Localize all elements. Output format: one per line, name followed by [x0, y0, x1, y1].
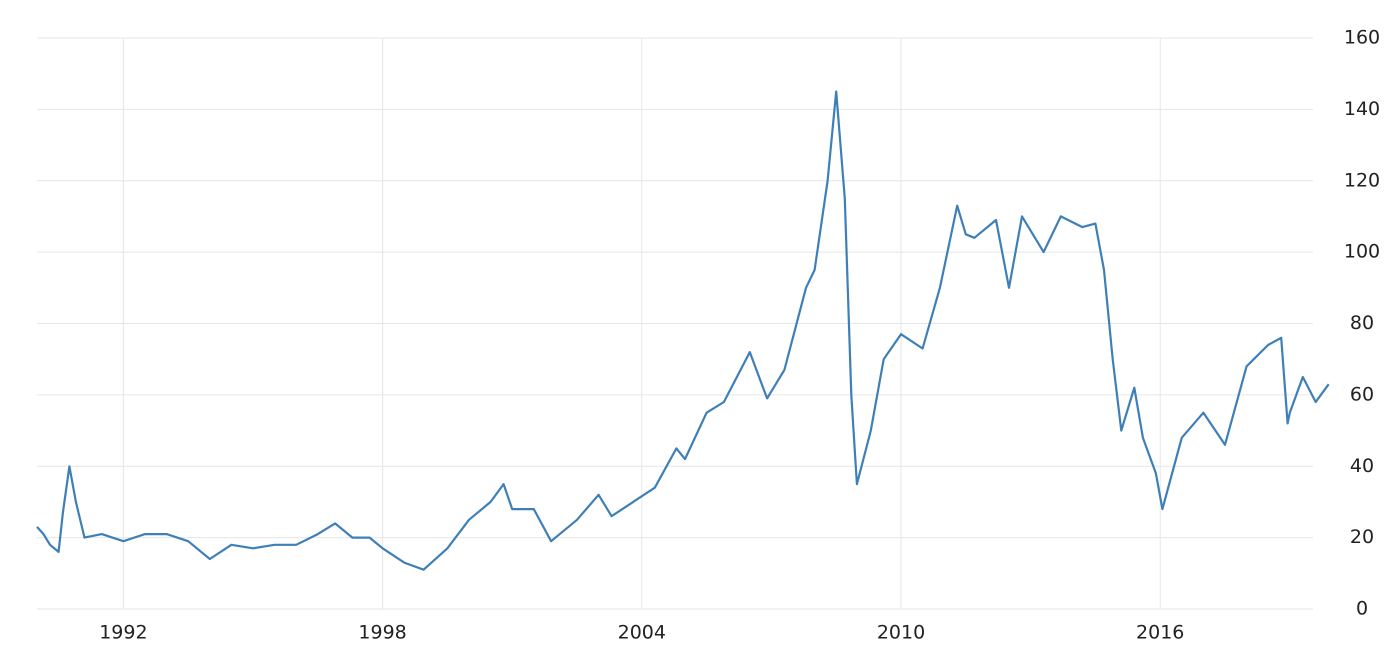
- y-tick-label: 100: [1344, 241, 1380, 263]
- x-tick-label: 2016: [1136, 622, 1184, 644]
- x-tick-label: 1992: [99, 622, 147, 644]
- y-tick-label: 160: [1344, 27, 1380, 49]
- y-tick-label: 140: [1344, 98, 1380, 120]
- x-tick-label: 1998: [358, 622, 406, 644]
- y-tick-label: 20: [1350, 526, 1374, 548]
- x-tick-label: 2010: [877, 622, 925, 644]
- y-tick-label: 0: [1356, 598, 1368, 620]
- x-tick-label: 2004: [618, 622, 666, 644]
- price-line: [36, 90, 1330, 571]
- y-tick-label: 60: [1350, 383, 1374, 405]
- y-tick-label: 120: [1344, 169, 1380, 191]
- y-tick-label: 80: [1350, 312, 1374, 334]
- y-tick-label: 40: [1350, 455, 1374, 477]
